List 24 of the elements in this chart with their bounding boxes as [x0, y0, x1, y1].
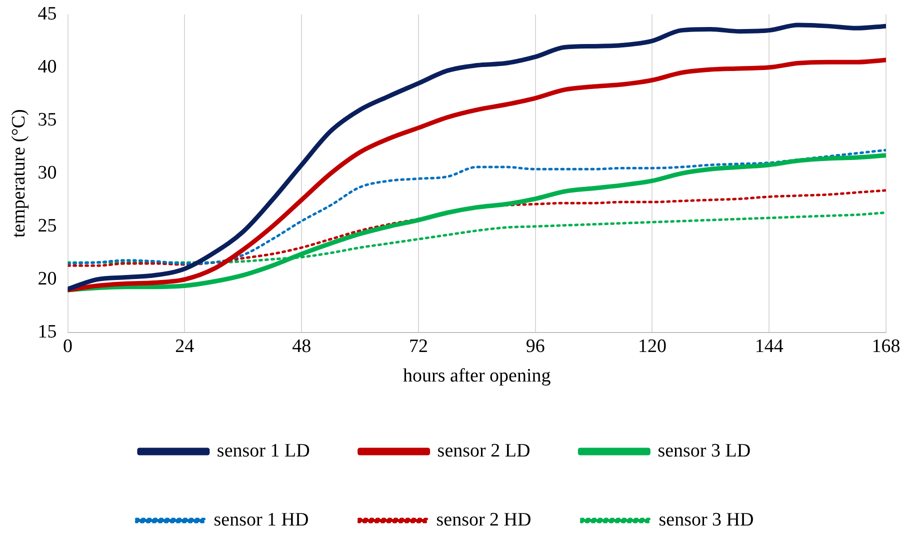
y-tick-label: 35	[38, 109, 57, 130]
y-tick-label: 15	[38, 321, 57, 342]
x-tick-label: 144	[754, 336, 784, 357]
legend-label: sensor 1 LD	[216, 440, 310, 462]
x-axis-title: hours after opening	[403, 366, 552, 387]
x-tick-label: 168	[872, 336, 900, 357]
line-series	[68, 148, 886, 265]
legend-label: sensor 2 LD	[437, 440, 530, 462]
legend-label: sensor 3 HD	[658, 509, 754, 530]
y-tick-label: 45	[38, 3, 57, 24]
legend-label: sensor 3 LD	[658, 440, 751, 462]
legend-label: sensor 1 HD	[214, 509, 309, 530]
legend-label: sensor 2 HD	[436, 509, 532, 530]
y-tick-label: 25	[38, 215, 57, 236]
x-tick-label: 72	[408, 336, 428, 357]
x-tick-label: 24	[175, 336, 195, 357]
x-tick-label: 96	[526, 336, 545, 357]
y-tick-label: 30	[38, 162, 57, 184]
y-tick-label: 40	[38, 56, 57, 78]
x-tick-label: 48	[292, 336, 312, 357]
x-tick-label: 0	[63, 336, 73, 357]
x-tick-label: 120	[638, 336, 666, 357]
y-axis-title: temperature (°C)	[8, 109, 30, 238]
y-tick-label: 20	[38, 268, 57, 290]
